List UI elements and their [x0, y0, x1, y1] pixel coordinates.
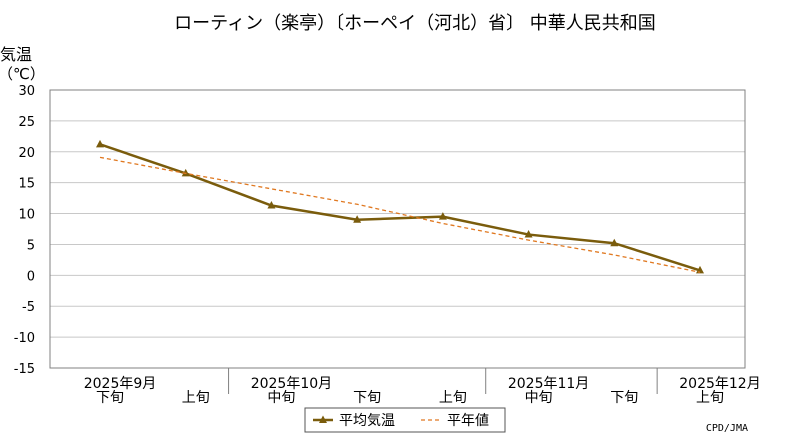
y-axis-label: 気温	[0, 45, 32, 64]
y-tick-label: 25	[18, 115, 35, 130]
legend-marker	[319, 415, 327, 423]
plot-frame	[49, 89, 746, 369]
month-label: 2025年12月	[679, 376, 760, 392]
month-label: 2025年9月	[84, 376, 157, 392]
data-point	[696, 265, 704, 274]
y-tick-label: 10	[18, 208, 35, 223]
legend-label: 平年値	[447, 413, 489, 429]
month-label: 2025年11月	[508, 376, 589, 392]
y-tick-label: 0	[27, 269, 35, 284]
y-tick-label: -10	[14, 331, 35, 346]
y-tick-label: -15	[14, 362, 35, 377]
data-point	[267, 201, 276, 209]
plot-area: 30 25 20 15 10 5 0 -5 -10 -15 2025年9月 2025年10月 2025年…	[14, 84, 761, 406]
legend-box	[304, 407, 506, 433]
y-tick-label: 15	[18, 177, 35, 192]
data-point	[438, 212, 447, 220]
legend: 平均気温 平年値	[304, 407, 506, 433]
y-tick-label: 5	[27, 238, 35, 253]
x-tick-label: 上旬	[439, 390, 467, 406]
data-point	[353, 215, 362, 223]
y-tick-label: 30	[18, 84, 35, 99]
chart-title: ローティン（楽亭）〔ホーペイ（河北）省〕 中華人民共和国	[174, 13, 656, 34]
data-point	[181, 168, 190, 177]
x-tick-label: 中旬	[525, 390, 553, 406]
legend-label: 平均気温	[339, 413, 395, 429]
x-tick-label: 下旬	[610, 390, 638, 406]
credit-label: CPD/JMA	[706, 423, 748, 434]
x-tick-label: 上旬	[696, 390, 724, 406]
x-tick-label: 上旬	[182, 390, 210, 406]
data-point	[524, 230, 533, 238]
x-tick-label: 中旬	[267, 390, 295, 406]
x-tick-label: 下旬	[353, 390, 381, 406]
y-axis-unit: （℃）	[0, 65, 45, 83]
series-line	[99, 143, 701, 272]
x-tick-label: 下旬	[96, 390, 124, 406]
month-label: 2025年10月	[251, 376, 332, 392]
data-point	[610, 238, 619, 247]
y-tick-label: 20	[18, 146, 35, 161]
y-tick-label: -5	[22, 300, 35, 315]
data-point	[96, 139, 104, 148]
series-line	[99, 156, 701, 273]
